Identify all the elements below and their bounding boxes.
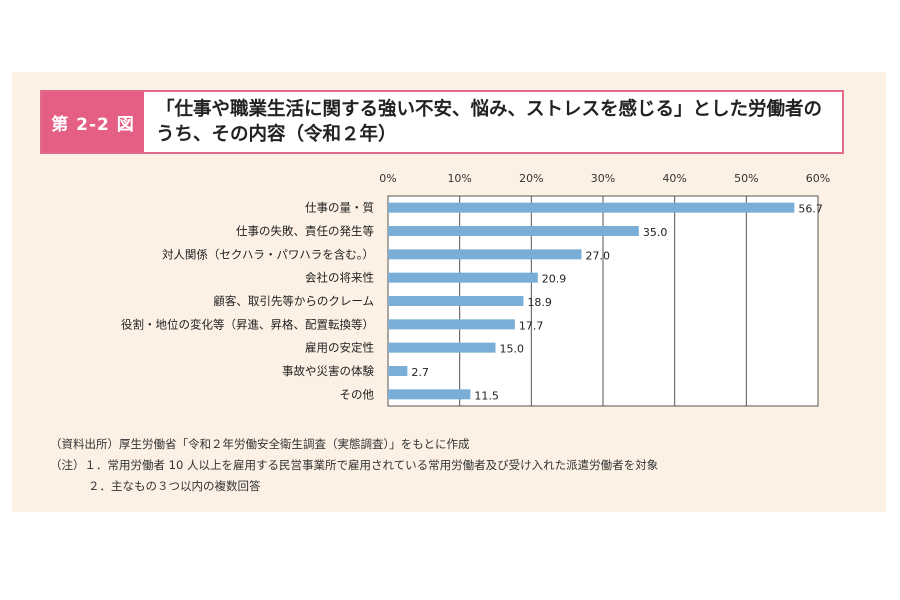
data-label: 35.0 [643, 226, 668, 239]
x-tick-label: 40% [662, 172, 686, 185]
bar [388, 202, 795, 213]
data-label: 15.0 [500, 343, 525, 356]
footnote-1: （注）１．常用労働者 10 人以上を雇用する民営事業所で雇用されている常用労働者… [50, 458, 659, 472]
category-label: その他 [340, 387, 375, 401]
category-label: 仕事の量・質 [305, 201, 374, 215]
figure-label: 第 2-2 図 [42, 92, 144, 152]
category-label: 事故や災害の体験 [282, 364, 374, 378]
data-label: 56.7 [798, 203, 823, 216]
chart-title: 「仕事や職業生活に関する強い不安、悩み、ストレスを感じる」とした労働者のうち、そ… [156, 99, 823, 145]
data-label: 20.9 [542, 273, 567, 286]
bar [388, 272, 538, 283]
footnote-2: ２．主なもの３つ以内の複数回答 [88, 479, 261, 493]
bar [388, 249, 582, 260]
bar [388, 389, 471, 400]
source-note: （資料出所）厚生労働省「令和２年労働安全衛生調査（実態調査）」をもとに作成 [50, 437, 470, 451]
x-tick-label: 0% [379, 172, 396, 185]
x-tick-label: 60% [806, 172, 830, 185]
data-label: 18.9 [527, 296, 552, 309]
data-label: 2.7 [411, 366, 429, 379]
x-tick-label: 50% [734, 172, 758, 185]
category-label: 雇用の安定性 [305, 341, 374, 355]
data-label: 27.0 [586, 249, 611, 262]
x-tick-label: 10% [447, 172, 471, 185]
data-label: 11.5 [474, 389, 499, 402]
bar [388, 296, 524, 306]
notes: （資料出所）厚生労働省「令和２年労働安全衛生調査（実態調査）」をもとに作成 （注… [50, 434, 870, 497]
x-tick-label: 20% [519, 172, 543, 185]
category-label: 対人関係（セクハラ・パワハラを含む。） [162, 247, 374, 261]
category-label: 顧客、取引先等からのクレーム [213, 294, 374, 308]
x-tick-label: 30% [591, 172, 615, 185]
figure-header: 第 2-2 図 「仕事や職業生活に関する強い不安、悩み、ストレスを感じる」とした… [40, 90, 844, 154]
bar [388, 226, 639, 236]
category-label: 仕事の失敗、責任の発生等 [236, 224, 374, 238]
data-label: 17.7 [519, 319, 544, 332]
bar [388, 366, 408, 376]
bar [388, 319, 515, 330]
bar [388, 342, 496, 353]
category-label: 役割・地位の変化等（昇進、昇格、配置転換等） [121, 317, 374, 331]
category-label: 会社の将来性 [305, 271, 374, 285]
